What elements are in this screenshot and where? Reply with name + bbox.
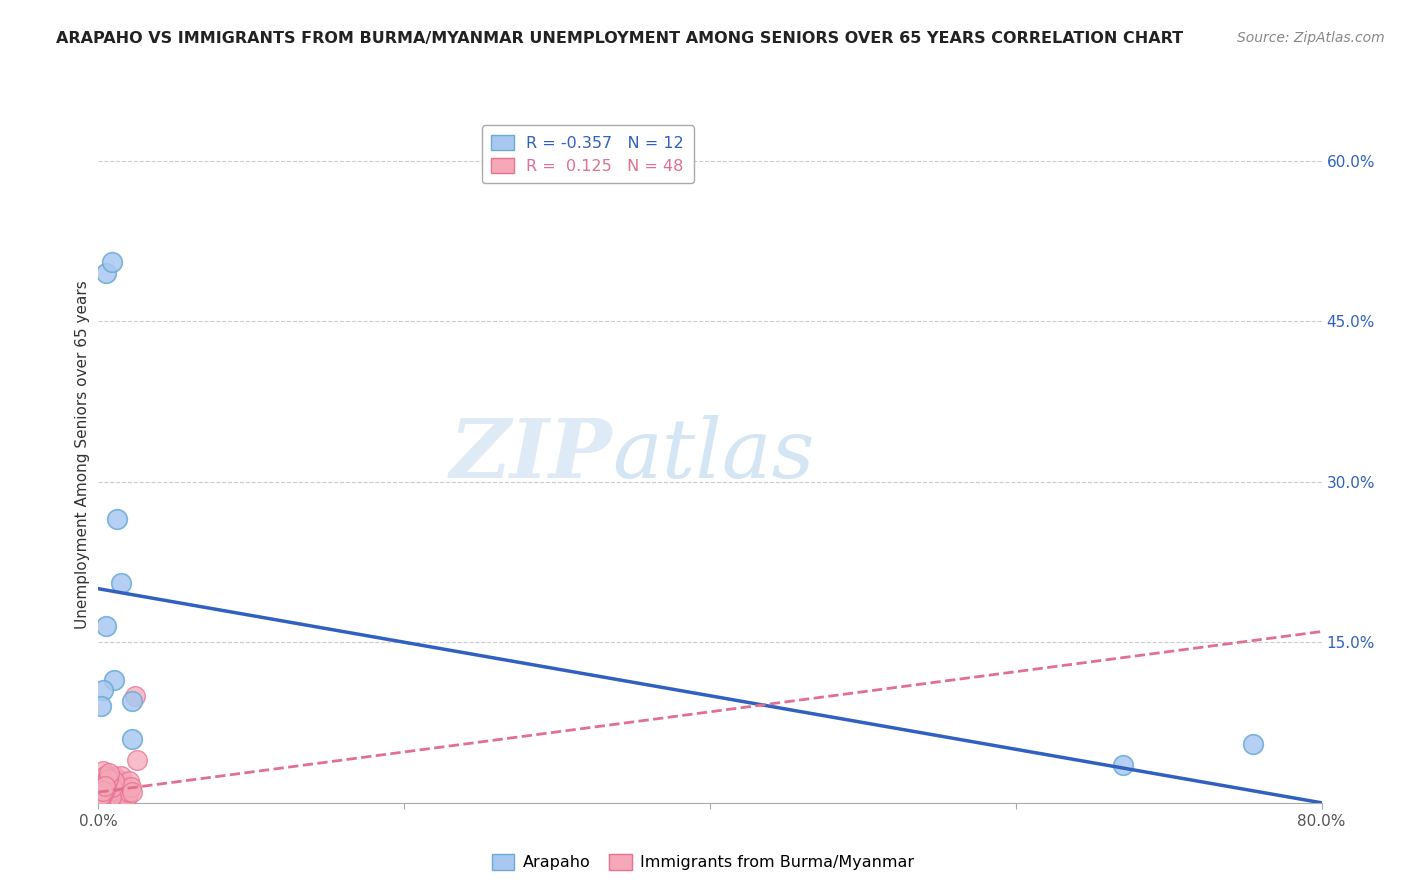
Point [104, 780, 127, 794]
Y-axis label: Unemployment Among Seniors over 65 years: Unemployment Among Seniors over 65 years [75, 281, 90, 629]
Point [101, 785, 124, 799]
Point [100, 780, 122, 794]
Point [103, 673, 125, 687]
Point [118, 774, 141, 789]
Point [91, 774, 114, 789]
Point [89, 790, 111, 805]
Point [94, 266, 117, 280]
Point [94, 619, 117, 633]
Point [110, 769, 132, 783]
Point [93, 783, 115, 797]
Point [97, 769, 120, 783]
Point [93, 769, 115, 783]
Text: ARAPAHO VS IMMIGRANTS FROM BURMA/MYANMAR UNEMPLOYMENT AMONG SENIORS OVER 65 YEAR: ARAPAHO VS IMMIGRANTS FROM BURMA/MYANMAR… [56, 31, 1184, 46]
Text: ZIP: ZIP [450, 415, 612, 495]
Point [105, 774, 128, 789]
Point [105, 785, 128, 799]
Point [93, 779, 115, 793]
Point [118, 785, 141, 799]
Point [90, 790, 112, 805]
Point [121, 731, 143, 746]
Point [93, 785, 115, 799]
Point [121, 785, 143, 799]
Point [117, 790, 139, 805]
Point [89, 792, 111, 806]
Point [91, 780, 114, 794]
Point [90, 785, 112, 799]
Point [112, 785, 135, 799]
Point [125, 753, 148, 767]
Point [103, 774, 125, 789]
Point [1241, 737, 1264, 751]
Point [100, 790, 122, 805]
Point [91, 683, 114, 698]
Point [101, 255, 124, 269]
Point [108, 780, 131, 794]
Point [105, 512, 128, 526]
Point [98, 785, 121, 799]
Point [124, 689, 146, 703]
Point [107, 790, 129, 805]
Point [110, 576, 132, 591]
Point [98, 774, 121, 789]
Point [90, 699, 112, 714]
Point [120, 780, 142, 794]
Point [98, 765, 121, 780]
Point [115, 780, 138, 794]
Text: Source: ZipAtlas.com: Source: ZipAtlas.com [1237, 31, 1385, 45]
Point [101, 780, 124, 794]
Point [91, 784, 114, 798]
Point [97, 772, 120, 787]
Point [121, 694, 143, 708]
Point [90, 789, 112, 803]
Point [91, 764, 114, 778]
Legend: Arapaho, Immigrants from Burma/Myanmar: Arapaho, Immigrants from Burma/Myanmar [485, 848, 921, 877]
Point [97, 780, 120, 794]
Point [110, 774, 132, 789]
Point [94, 774, 117, 789]
Point [103, 769, 125, 783]
Point [94, 776, 117, 790]
Point [94, 790, 117, 805]
Point [94, 780, 117, 794]
Point [1112, 758, 1135, 772]
Point [91, 787, 114, 801]
Text: atlas: atlas [612, 415, 814, 495]
Point [111, 790, 134, 805]
Point [103, 790, 125, 805]
Legend: R = -0.357   N = 12, R =  0.125   N = 48: R = -0.357 N = 12, R = 0.125 N = 48 [482, 126, 693, 183]
